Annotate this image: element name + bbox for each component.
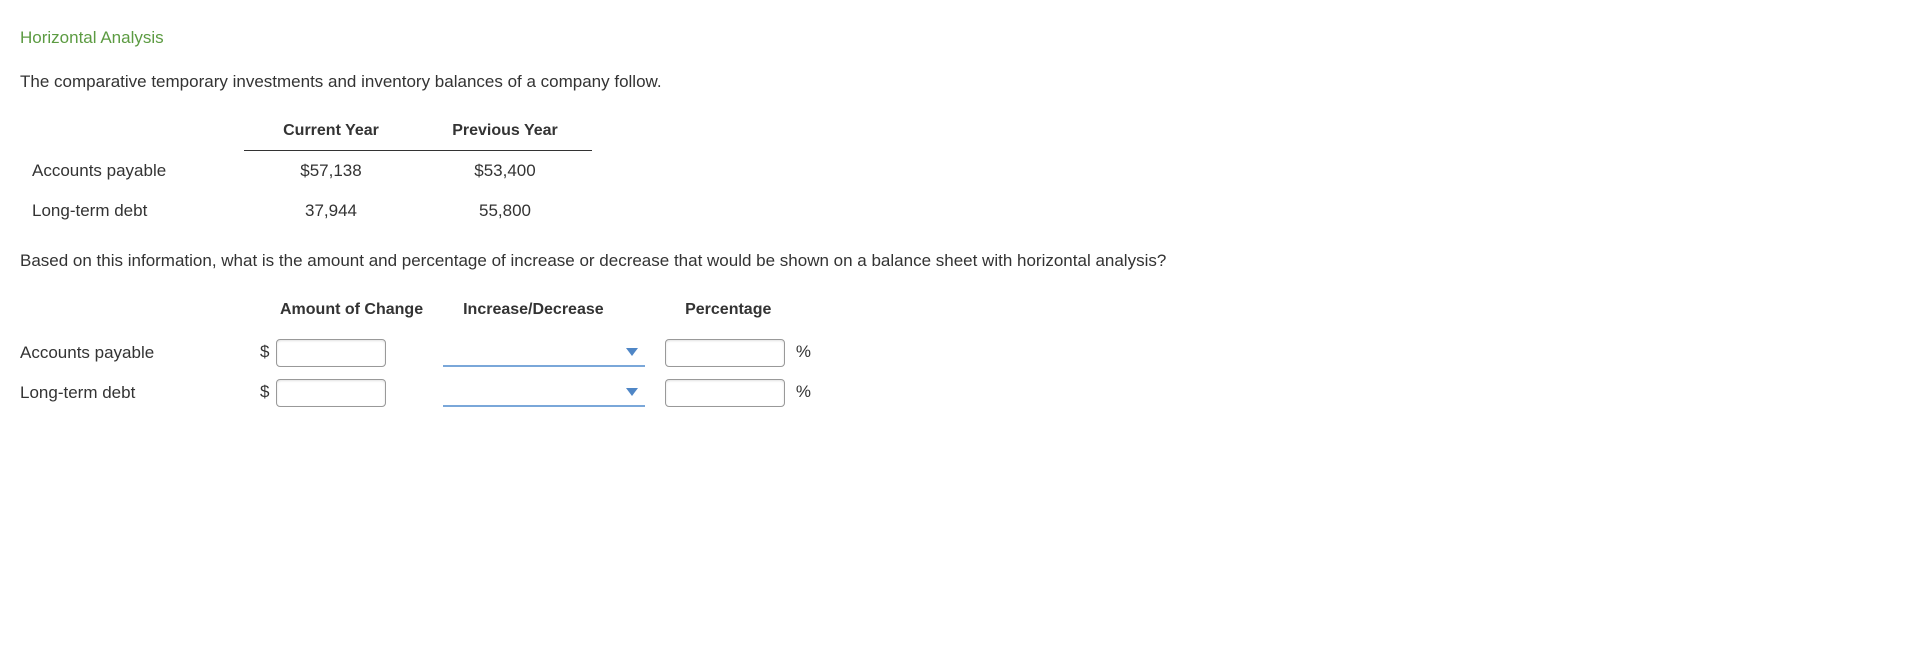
- amount-of-change-input[interactable]: [276, 339, 386, 367]
- page-title: Horizontal Analysis: [20, 28, 1900, 48]
- t1-cell-current: $57,138: [244, 151, 418, 192]
- increase-decrease-select[interactable]: [443, 339, 645, 367]
- t1-cell-previous: 55,800: [418, 191, 592, 231]
- t2-header-blank: [20, 295, 260, 333]
- answer-table: Amount of Change Increase/Decrease Perce…: [20, 295, 831, 413]
- t1-row-label: Long-term debt: [20, 191, 244, 231]
- t1-row-label: Accounts payable: [20, 151, 244, 192]
- chevron-down-icon: [625, 387, 639, 397]
- t2-header-incdec: Increase/Decrease: [443, 295, 665, 333]
- intro-text: The comparative temporary investments an…: [20, 72, 1900, 92]
- table-row: Accounts payable $ %: [20, 333, 831, 373]
- table-row: Accounts payable $57,138 $53,400: [20, 151, 592, 192]
- page-root: Horizontal Analysis The comparative temp…: [0, 0, 1920, 433]
- t2-header-percentage: Percentage: [665, 295, 831, 333]
- t1-cell-current: 37,944: [244, 191, 418, 231]
- t1-header-current: Current Year: [244, 116, 418, 151]
- currency-symbol: $: [260, 382, 269, 402]
- question-text: Based on this information, what is the a…: [20, 251, 1900, 271]
- percent-symbol: %: [796, 382, 811, 401]
- percentage-input[interactable]: [665, 339, 785, 367]
- comparative-table: Current Year Previous Year Accounts paya…: [20, 116, 592, 231]
- table-row: Long-term debt 37,944 55,800: [20, 191, 592, 231]
- percentage-input[interactable]: [665, 379, 785, 407]
- t1-cell-previous: $53,400: [418, 151, 592, 192]
- chevron-down-icon: [625, 347, 639, 357]
- percent-symbol: %: [796, 342, 811, 361]
- t2-row-label: Accounts payable: [20, 333, 260, 373]
- currency-symbol: $: [260, 342, 269, 362]
- amount-of-change-input[interactable]: [276, 379, 386, 407]
- increase-decrease-select[interactable]: [443, 379, 645, 407]
- t2-header-amount: Amount of Change: [260, 295, 443, 333]
- table-row: Long-term debt $ %: [20, 373, 831, 413]
- t2-row-label: Long-term debt: [20, 373, 260, 413]
- t1-header-previous: Previous Year: [418, 116, 592, 151]
- t1-header-blank: [20, 116, 244, 151]
